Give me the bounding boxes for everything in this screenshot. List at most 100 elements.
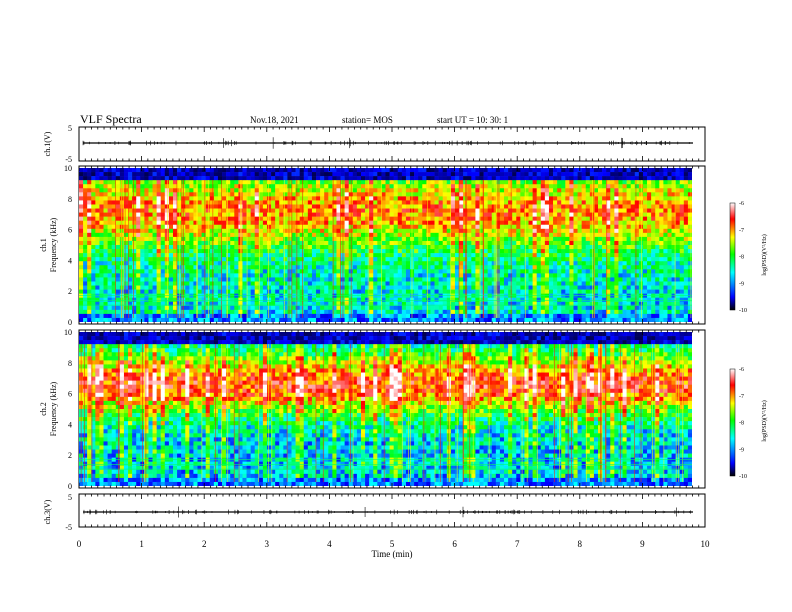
ch1-spectrogram-cell xyxy=(185,232,190,238)
ch1-spectrogram-cell xyxy=(242,257,247,262)
ch1-spectrogram-cell xyxy=(156,220,162,226)
ch1-spectrogram-cell xyxy=(324,309,329,315)
ch1-spectrogram-cell xyxy=(152,240,157,246)
ch1-spectrogram-cell xyxy=(393,216,399,221)
ch1-spectrogram-cell xyxy=(91,172,96,177)
ch1-spectrogram-cell xyxy=(573,249,578,254)
ch1-spectrogram-cell xyxy=(495,297,501,303)
ch1-spectrogram-cell xyxy=(95,180,100,185)
ch1-spectrogram-cell xyxy=(573,309,578,315)
ch1-spectrogram-cell xyxy=(377,192,382,197)
ch1-spectrogram-cell xyxy=(479,257,484,262)
ch1-spectrogram-cell xyxy=(156,176,162,181)
ch1-spectrogram-cell xyxy=(152,228,157,234)
ch1-spectrogram-cell xyxy=(471,261,476,266)
ch1-spectrogram-cell xyxy=(254,261,260,266)
ch1-spectrogram-cell xyxy=(287,228,292,234)
ch1-spectrogram-cell xyxy=(520,309,525,315)
ch1-spectrogram-cell xyxy=(303,176,309,181)
ch1-spectrogram-cell xyxy=(115,188,121,193)
ch1-spectrogram-cell xyxy=(177,232,182,238)
ch1-spectrogram-cell xyxy=(316,301,321,307)
ch1-spectrogram-cell xyxy=(222,309,227,315)
ch1-spectrogram-cell xyxy=(140,285,145,290)
ch1-spectrogram-cell xyxy=(479,192,484,197)
ch1-spectrogram-cell xyxy=(140,176,145,181)
ch1-spectrogram-cell xyxy=(475,200,480,205)
ch1-spectrogram-cell xyxy=(442,257,448,262)
ch1-spectrogram-cell xyxy=(369,168,374,173)
ch1-spectrogram-cell xyxy=(254,236,260,242)
ch1-spectrogram-cell xyxy=(377,212,382,217)
ch1-spectrogram-cell xyxy=(193,204,198,209)
ch1-spectrogram-cell xyxy=(246,261,251,266)
ch1-spectrogram-cell xyxy=(524,172,529,177)
ch1-spectrogram-cell xyxy=(279,277,284,282)
ch1-spectrogram-cell xyxy=(197,212,202,217)
ch1-spectrogram-cell xyxy=(532,192,538,197)
ch1-spectrogram-cell xyxy=(160,285,166,290)
ch1-spectrogram-cell xyxy=(279,236,284,242)
ch1-spectrogram-cell xyxy=(528,245,533,250)
ch1-spectrogram-cell xyxy=(324,220,329,226)
ch1-spectrogram-cell xyxy=(569,236,574,242)
ch1-spectrogram-cell xyxy=(197,172,202,177)
ch1-spectrogram-cell xyxy=(463,168,468,173)
ch1-spectrogram-cell xyxy=(516,309,521,315)
ch1-spectrogram-cell xyxy=(152,204,157,209)
ch1-spectrogram-cell xyxy=(487,196,493,201)
ch1-spectrogram-cell xyxy=(250,216,256,221)
ch1-spectrogram-cell xyxy=(226,188,231,193)
ch1-spectrogram-cell xyxy=(103,265,108,270)
ch1-spectrogram-cell xyxy=(103,273,108,278)
ch1-spectrogram-cell xyxy=(156,216,162,221)
ch1-spectrogram-cell xyxy=(316,313,321,319)
ch1-spectrogram-cell xyxy=(205,196,211,201)
ch1-spectrogram-cell xyxy=(246,249,251,254)
ch1-spectrogram-cell xyxy=(311,305,317,311)
ch1-spectrogram-cell xyxy=(544,208,550,213)
ch1-spectrogram-cell xyxy=(217,216,223,221)
ch1-spectrogram-cell xyxy=(373,196,378,201)
ch1-spectrogram-cell xyxy=(389,180,394,185)
ch1-spectrogram-cell xyxy=(385,261,390,266)
ch1-spectrogram-cell xyxy=(123,297,129,303)
ch1-spectrogram-cell xyxy=(205,180,211,185)
ch1-spectrogram-cell xyxy=(209,269,215,274)
ch1-spectrogram-cell xyxy=(352,168,358,173)
ch1-spectrogram-cell xyxy=(569,317,574,322)
ch1-spectrogram-cell xyxy=(381,277,386,282)
ch1-spectrogram-cell xyxy=(213,188,219,193)
ch1-spectrogram-cell xyxy=(156,224,162,230)
ch1-spectrogram-cell xyxy=(132,313,137,319)
ch1-spectrogram-cell xyxy=(185,305,190,311)
ch1-spectrogram-cell xyxy=(548,273,554,278)
ch1-spectrogram-cell xyxy=(414,240,419,246)
ch1-spectrogram-cell xyxy=(418,273,423,278)
ch1-spectrogram-cell xyxy=(250,240,256,246)
ch1-spectrogram-cell xyxy=(401,285,407,290)
ch1-spectrogram-cell xyxy=(307,212,313,217)
ch1-spectrogram-cell xyxy=(87,208,92,213)
ch1-spectrogram-cell xyxy=(128,220,133,226)
ch1-spectrogram-cell xyxy=(577,172,582,177)
ch1-spectrogram-cell xyxy=(548,269,554,274)
ch1-spectrogram-cell xyxy=(356,168,362,173)
ch1-spectrogram-cell xyxy=(168,305,174,311)
ch1-spectrogram-cell xyxy=(504,184,509,189)
ch1-spectrogram-cell xyxy=(287,249,292,254)
ch1-spectrogram-cell xyxy=(177,301,182,307)
ch1-spectrogram-cell xyxy=(291,269,296,274)
ch1-spectrogram-cell xyxy=(573,261,578,266)
ch1-spectrogram-cell xyxy=(495,192,501,197)
ch1-spectrogram-cell xyxy=(185,192,190,197)
ch1-spectrogram-cell xyxy=(487,249,493,254)
ch1-spectrogram-cell xyxy=(553,228,558,234)
ch1-spectrogram-cell xyxy=(132,249,137,254)
ch1-spectrogram-cell xyxy=(205,261,211,266)
ch1-spectrogram-cell xyxy=(540,188,546,193)
ch1-spectrogram-cell xyxy=(475,249,480,254)
ch1-spectrogram-cell xyxy=(128,253,133,258)
ch1-spectrogram-cell xyxy=(307,188,313,193)
ch1-spectrogram-cell xyxy=(381,305,386,311)
